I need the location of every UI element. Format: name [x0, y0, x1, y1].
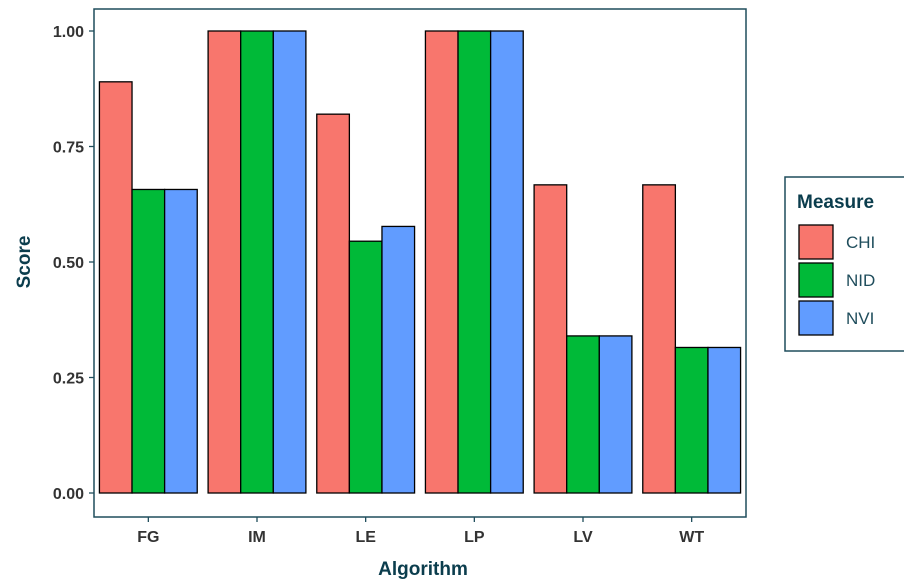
bar-fg-nid	[131, 188, 166, 494]
legend-key-nvi	[798, 300, 834, 336]
x-tick-label: FG	[137, 529, 159, 546]
legend-title: Measure	[797, 192, 874, 213]
bar-lv-nvi	[598, 335, 633, 494]
bar-im-nvi	[272, 30, 307, 494]
x-tick-label: WT	[679, 529, 704, 546]
y-tick-label: 1.00	[53, 24, 84, 41]
bar-wt-nid	[674, 346, 709, 494]
legend-label-nvi: NVI	[846, 309, 874, 328]
x-tick-label: LP	[464, 529, 485, 546]
bar-lv-nid	[566, 335, 600, 494]
bar-le-nid	[348, 240, 383, 494]
legend-key-nid	[798, 262, 834, 298]
legend-label-chi: CHI	[846, 233, 875, 252]
x-axis-title: Algorithm	[378, 559, 468, 580]
y-axis: 0.00 0.25 0.50 0.75 1.00	[53, 24, 94, 503]
y-tick-label: 0.75	[53, 140, 84, 157]
bar-im-chi	[207, 30, 242, 494]
bar-fg-chi	[98, 81, 133, 494]
y-tick-label: 0.00	[53, 486, 84, 503]
bar-fg-nvi	[163, 188, 198, 494]
x-tick-label: IM	[248, 529, 266, 546]
legend-label-nid: NID	[846, 271, 875, 290]
bars-layer	[98, 30, 742, 494]
bar-lp-nid	[457, 30, 492, 494]
bar-lp-chi	[424, 30, 459, 494]
bar-lv-chi	[533, 184, 568, 494]
panel-border	[93, 8, 747, 518]
bar-im-nid	[240, 30, 274, 494]
legend: Measure CHI NID NVI	[784, 176, 904, 352]
y-tick-label: 0.25	[53, 371, 84, 388]
y-axis-title: Score	[14, 236, 35, 289]
bar-lp-nvi	[489, 30, 524, 494]
legend-key-chi	[798, 224, 834, 260]
y-tick-label: 0.50	[53, 255, 84, 272]
legend-items: CHI NID NVI	[798, 224, 875, 336]
bar-wt-nvi	[707, 346, 742, 494]
x-tick-label: LV	[573, 529, 593, 546]
bar-wt-chi	[642, 184, 677, 494]
bar-le-nvi	[381, 225, 416, 494]
x-axis: FG IM LE LP LV WT	[137, 517, 704, 546]
x-tick-label: LE	[355, 529, 376, 546]
bar-le-chi	[316, 113, 351, 494]
